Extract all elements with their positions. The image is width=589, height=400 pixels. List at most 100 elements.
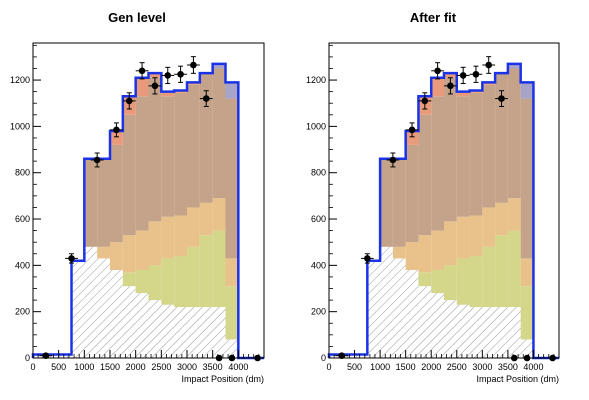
- stack-bar-1: [469, 256, 483, 308]
- y-tick-label: 1000: [10, 121, 30, 131]
- y-tick-label: 600: [311, 214, 326, 224]
- stack-bar-2: [444, 221, 457, 266]
- stack-bar-0: [380, 246, 393, 358]
- stack-bar-0: [225, 339, 239, 358]
- x-tick-label: 0: [326, 362, 331, 372]
- stack-bar-0: [58, 354, 72, 358]
- stack-bar-2: [161, 216, 175, 259]
- stack-bar-0: [212, 307, 226, 358]
- data-point: [434, 67, 441, 75]
- stack-bar-3: [495, 73, 508, 203]
- data-point: [113, 126, 120, 134]
- stack-bar-1: [418, 272, 432, 287]
- stack-bar-0: [199, 307, 213, 358]
- y-tick-label: 200: [15, 307, 30, 317]
- stack-bar-2: [469, 215, 483, 257]
- stack-bar-1: [187, 246, 200, 308]
- stack-bar-3: [174, 92, 187, 216]
- x-tick-label: 1000: [74, 362, 94, 372]
- stack-bar-1: [456, 258, 470, 305]
- stack-bar-0: [418, 286, 432, 358]
- stack-bar-1: [135, 269, 149, 294]
- x-tick-label: 500: [51, 362, 66, 372]
- x-tick-label: 2000: [421, 362, 441, 372]
- stack-bar-4: [148, 73, 162, 78]
- stack-bar-2: [520, 258, 534, 287]
- stack-bar-0: [341, 354, 355, 358]
- stack-bar-0: [135, 293, 149, 358]
- stack-bar-2: [456, 216, 470, 259]
- stack-bar-0: [456, 304, 470, 358]
- stack-bar-3: [469, 92, 483, 216]
- stack-bar-3: [431, 96, 444, 231]
- stack-bar-2: [431, 230, 444, 270]
- x-axis-label: Impact Position (dm): [476, 374, 559, 384]
- x-tick-label: 500: [347, 362, 362, 372]
- x-tick-label: 0: [30, 362, 35, 372]
- data-point: [485, 61, 493, 69]
- data-point: [254, 354, 261, 362]
- stack-bar-1: [122, 272, 136, 287]
- stack-bar-1: [444, 265, 457, 301]
- stack-bar-5: [212, 63, 226, 69]
- stack-bar-1: [482, 246, 496, 308]
- stack-bar-2: [418, 235, 432, 273]
- data-point: [447, 82, 454, 90]
- stack-bar-1: [225, 286, 239, 340]
- stack-bar-0: [45, 354, 59, 358]
- chart-panel-gen-level: Gen level 0 200 400 600 800 1000 1200 0 500 1000 1…: [10, 10, 265, 384]
- stack-bar-3: [405, 144, 419, 243]
- stack-bar-0: [405, 269, 419, 358]
- data-point: [459, 72, 467, 79]
- stack-bar-0: [520, 339, 534, 358]
- x-tick-label: 3000: [177, 362, 197, 372]
- stack-bar-2: [148, 221, 162, 266]
- stack-bar-1: [507, 230, 521, 308]
- stack-bar-3: [199, 73, 213, 203]
- stack-bar-0: [110, 269, 123, 358]
- stack-bar-0: [431, 293, 444, 358]
- y-tick-label: 1200: [306, 75, 326, 85]
- stack-bar-0: [161, 304, 175, 358]
- chart-title: After fit: [410, 10, 457, 25]
- plot-frame: [328, 42, 560, 359]
- stack-bar-2: [135, 230, 149, 270]
- stack-bar-2: [187, 207, 200, 247]
- stack-bar-3: [482, 84, 496, 208]
- data-point: [549, 354, 556, 362]
- stack-bar-2: [405, 242, 419, 270]
- stack-bar-4: [161, 91, 175, 97]
- y-tick-label: 1000: [306, 121, 326, 131]
- stack-bar-0: [97, 258, 110, 358]
- y-tick-label: 400: [311, 260, 326, 270]
- data-point: [42, 352, 50, 359]
- stack-bar-2: [482, 207, 496, 247]
- y-tick-label: 1200: [10, 75, 30, 85]
- data-point: [408, 126, 416, 134]
- stack-bar-0: [187, 307, 200, 358]
- y-tick-label: 600: [15, 214, 30, 224]
- total-histogram-line: [31, 62, 264, 360]
- stack-bar-2: [212, 198, 226, 231]
- total-histogram-line: [327, 62, 559, 360]
- data-point: [228, 354, 236, 362]
- stack-bar-3: [148, 77, 162, 222]
- stack-bar-0: [148, 300, 162, 358]
- data-point: [498, 95, 505, 102]
- stack-bar-2: [495, 202, 508, 236]
- data-point: [202, 95, 210, 102]
- x-tick-label: 1000: [370, 362, 390, 372]
- y-tick-label: 0: [25, 353, 30, 363]
- stack-bar-1: [148, 265, 162, 301]
- data-point: [125, 97, 133, 105]
- stack-bar-3: [444, 77, 457, 222]
- stack-bar-3: [392, 158, 406, 247]
- stack-bar-3: [135, 96, 149, 231]
- y-tick-label: 800: [311, 168, 326, 178]
- x-tick-label: 1500: [396, 362, 416, 372]
- stack-bar-3: [84, 158, 98, 247]
- stack-bar-3: [418, 114, 432, 236]
- data-point: [190, 61, 197, 69]
- stack-bar-0: [33, 354, 46, 358]
